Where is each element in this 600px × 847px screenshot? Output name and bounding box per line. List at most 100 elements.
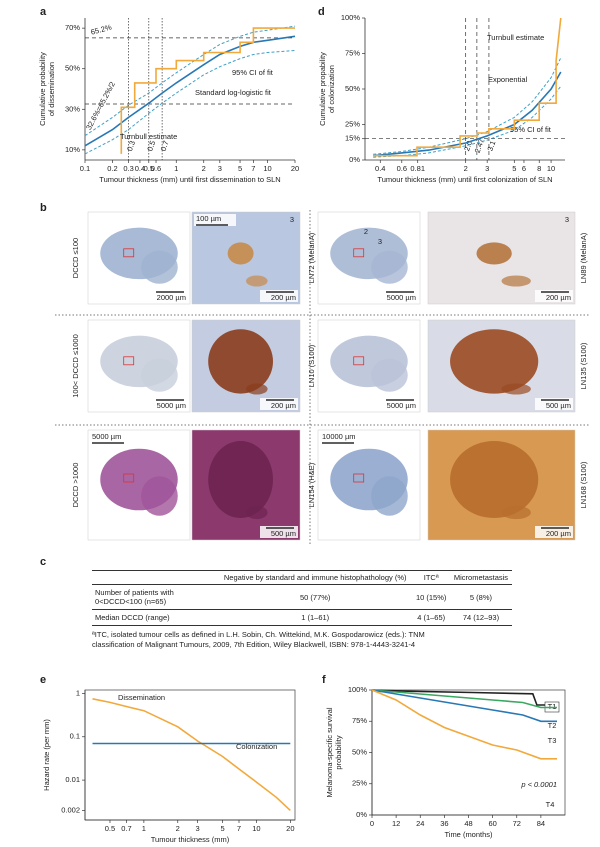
stain-label: LN154 (H&E) [307, 462, 316, 507]
scale-label: 200 µm [546, 529, 571, 538]
x-tick-label: 0.5 [144, 164, 154, 173]
reference-label: 65.2% [90, 22, 113, 36]
header-cell: Micrometastasis [449, 570, 512, 585]
series-label: 95% CI of fit [510, 125, 552, 134]
x-tick-label: 0.4 [135, 164, 145, 173]
plot-frame [84, 689, 296, 821]
y-tick-label: 0% [349, 155, 360, 164]
scale-label: 5000 µm [387, 401, 416, 410]
scale-bg [535, 398, 573, 410]
x-tick-label: 0.81 [410, 164, 425, 173]
x-tick-label: 24 [416, 819, 424, 828]
x-tick-label: 0.6 [151, 164, 161, 173]
x-tick-label: 0.2 [107, 164, 117, 173]
series-line [373, 71, 562, 157]
stain [501, 383, 531, 395]
y-axis-label: Melanoma-specific survivalprobability [325, 707, 343, 797]
tissue [141, 476, 178, 516]
reference-label: 32.6%=65.2%/2 [84, 80, 117, 131]
row: Median DCCD (range) 1 (1–61) 4 (1–65) 74… [92, 609, 512, 626]
scale-label: 200 µm [271, 401, 296, 410]
x-tick-label: 10 [547, 164, 555, 173]
region-tag: 3 [378, 237, 382, 246]
scale-bg [90, 432, 132, 444]
x-tick-label: 20 [286, 824, 294, 833]
scale-label: 500 µm [271, 529, 296, 538]
series-label: Turnbull estimate [487, 33, 544, 42]
y-tick-label: 30% [65, 104, 80, 113]
panel-letter: a [40, 6, 47, 18]
scale-label: 200 µm [271, 293, 296, 302]
table: Negative by standard and immune histopha… [92, 570, 512, 626]
scale-label: 200 µm [546, 293, 571, 302]
x-tick-label: 0 [370, 819, 374, 828]
x-tick-label: 20 [291, 164, 299, 173]
scale-label: 5000 µm [157, 401, 186, 410]
series-line [371, 689, 557, 709]
x-tick-label: 7 [251, 164, 255, 173]
scale-bg [380, 398, 418, 410]
x-tick-label: 3 [218, 164, 222, 173]
region-tag: 3 [565, 215, 569, 224]
x-axis-label: Tumour thickness (mm) until first coloni… [377, 175, 552, 184]
y-tick-label: 0% [356, 810, 367, 819]
reference-label: 0.5 [145, 139, 157, 152]
series-label: 95% CI of fit [232, 68, 274, 77]
x-tick-label: 2 [464, 164, 468, 173]
x-tick-label: 12 [392, 819, 400, 828]
y-axis-label: Cumulative probabilityof dissemination [38, 52, 56, 126]
row-label: 100< DCCD ≤1000 [71, 334, 80, 398]
y-tick-label: 75% [352, 716, 367, 725]
tissue [371, 358, 408, 392]
stain [476, 242, 512, 265]
x-tick-label: 2 [202, 164, 206, 173]
series-label: Turnbull estimate [120, 132, 177, 141]
y-tick-label: 10% [65, 145, 80, 154]
x-tick-label: 0.5 [105, 824, 115, 833]
series-line [371, 689, 557, 760]
footnote: ªITC, isolated tumour cells as defined i… [92, 630, 425, 650]
header-cell [92, 570, 218, 585]
scale-bg [535, 290, 573, 302]
x-tick-label: 0.7 [121, 824, 131, 833]
scale-bg [380, 290, 418, 302]
x-tick-label: 0.3 [123, 164, 133, 173]
stain-label: LN10 (S100) [307, 344, 316, 387]
x-tick-label: 8 [537, 164, 541, 173]
tissue [371, 250, 408, 284]
cell: Median DCCD (range) [92, 609, 218, 626]
cell: 50 (77%) [218, 584, 413, 610]
scale-bg [150, 398, 188, 410]
stain [245, 275, 268, 287]
cell: Number of patients with 0<DCCD<100 (n=65… [92, 584, 218, 610]
series-line [373, 85, 562, 158]
row-label: DCCD >1000 [71, 463, 80, 508]
cell: 10 (15%) [412, 584, 450, 610]
x-tick-label: 84 [537, 819, 545, 828]
x-tick-label: 7 [237, 824, 241, 833]
x-tick-label: 72 [513, 819, 521, 828]
series-upper-line [373, 57, 562, 155]
series-label: T1 [548, 702, 557, 711]
cell: 5 (8%) [449, 584, 512, 610]
scale-bg [320, 432, 362, 444]
x-tick-label: 60 [488, 819, 496, 828]
stain [450, 329, 539, 394]
y-axis-label: Cumulative propabilityof colonization [318, 52, 336, 126]
scale-label: 10000 µm [322, 432, 356, 441]
y-tick-label: 1 [76, 688, 80, 697]
x-tick-label: 6 [522, 164, 526, 173]
x-axis-label: Tumour thickness (mm) until first dissem… [99, 175, 280, 184]
stain [501, 505, 531, 520]
x-tick-label: 10 [252, 824, 260, 833]
series-line [373, 17, 562, 157]
y-tick-label: 25% [345, 119, 360, 128]
y-tick-label: 0.002 [61, 805, 80, 814]
header-cell: ITCª [412, 570, 450, 585]
stain [208, 329, 273, 394]
series-label: Dissemination [118, 693, 165, 702]
annotation: p < 0.0001 [520, 780, 557, 789]
scale-bg [260, 398, 298, 410]
